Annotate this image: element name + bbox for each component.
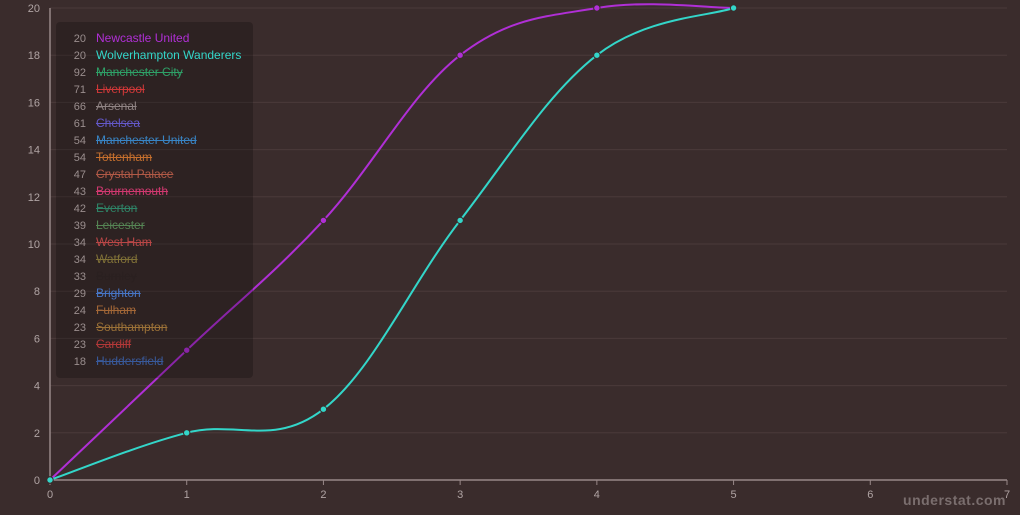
x-tick-label: 6 — [867, 489, 873, 501]
legend-item-value: 34 — [68, 235, 86, 251]
y-tick-label: 10 — [28, 239, 40, 251]
legend-item-label: Watford — [96, 251, 138, 267]
series-marker — [320, 406, 326, 412]
legend-item[interactable]: 39 Leicester — [68, 217, 241, 234]
legend-item-value: 47 — [68, 167, 86, 183]
legend-panel: 20 Newcastle United 20 Wolverhampton Wander… — [56, 22, 253, 378]
series-marker — [594, 5, 600, 11]
legend-item-label: Chelsea — [96, 115, 140, 131]
x-tick-label: 4 — [594, 489, 600, 501]
chart-container: 0246810121416182001234567 20Newcastle Un… — [0, 0, 1020, 515]
y-tick-label: 8 — [34, 286, 40, 298]
series-marker — [594, 52, 600, 58]
legend-item-label: Arsenal — [96, 98, 137, 114]
legend-item-value: 23 — [68, 337, 86, 353]
legend-item-value: 61 — [68, 116, 86, 132]
series-marker — [47, 477, 53, 483]
y-tick-label: 6 — [34, 333, 40, 345]
series-marker — [457, 52, 463, 58]
x-tick-label: 5 — [731, 489, 737, 501]
legend-item-value: 43 — [68, 184, 86, 200]
legend-item[interactable]: 54 Tottenham — [68, 149, 241, 166]
legend-item-value: 20 — [68, 31, 86, 47]
legend-item-label: Manchester City — [96, 64, 183, 80]
legend-item[interactable]: 20 Newcastle United — [68, 30, 241, 47]
x-tick-label: 1 — [184, 489, 190, 501]
legend-item-value: 42 — [68, 201, 86, 217]
legend-item[interactable]: 34 Watford — [68, 251, 241, 268]
legend-item-label: Tottenham — [96, 149, 152, 165]
legend-item-value: 71 — [68, 82, 86, 98]
legend-item-label: Leicester — [96, 217, 145, 233]
y-tick-label: 14 — [28, 145, 40, 157]
legend-item-label: Liverpool — [96, 81, 145, 97]
y-tick-label: 16 — [28, 97, 40, 109]
legend-item-value: 34 — [68, 252, 86, 268]
legend-item[interactable]: 34 West Ham — [68, 234, 241, 251]
legend-item-value: 33 — [68, 269, 86, 285]
y-tick-label: 2 — [34, 428, 40, 440]
y-tick-label: 12 — [28, 192, 40, 204]
watermark: understat.com — [903, 492, 1006, 508]
legend-item-label: Newcastle United — [96, 30, 189, 46]
legend-item-label: Wolverhampton Wanderers — [96, 47, 241, 63]
legend-item[interactable]: 43 Bournemouth — [68, 183, 241, 200]
y-tick-label: 0 — [34, 475, 40, 487]
legend-item-label: Bournemouth — [96, 183, 168, 199]
x-tick-label: 3 — [457, 489, 463, 501]
legend-item[interactable]: 92 Manchester City — [68, 64, 241, 81]
legend-item-label: Everton — [96, 200, 137, 216]
legend-item-label: Crystal Palace — [96, 166, 173, 182]
legend-item[interactable]: 61 Chelsea — [68, 115, 241, 132]
legend-item-label: Manchester United — [96, 132, 197, 148]
legend-item[interactable]: 33 Burnley — [68, 268, 241, 285]
x-tick-label: 0 — [47, 489, 53, 501]
legend-item-label: Fulham — [96, 302, 136, 318]
legend-item[interactable]: 29 Brighton — [68, 285, 241, 302]
legend-item-value: 29 — [68, 286, 86, 302]
series-marker — [457, 217, 463, 223]
legend-item-value: 20 — [68, 48, 86, 64]
legend-item-value: 39 — [68, 218, 86, 234]
legend-item[interactable]: 18 Huddersfield — [68, 353, 241, 370]
y-tick-label: 20 — [28, 3, 40, 15]
legend-item[interactable]: 23 Cardiff — [68, 336, 241, 353]
legend-item-label: Burnley — [96, 268, 137, 284]
legend-item[interactable]: 23 Southampton — [68, 319, 241, 336]
series-marker — [184, 430, 190, 436]
legend-item[interactable]: 71 Liverpool — [68, 81, 241, 98]
series-marker — [730, 5, 736, 11]
legend-item-value: 92 — [68, 65, 86, 81]
legend-item-label: Cardiff — [96, 336, 131, 352]
legend-item-label: Huddersfield — [96, 353, 163, 369]
y-tick-label: 18 — [28, 50, 40, 62]
legend-item-label: Southampton — [96, 319, 167, 335]
series-marker — [320, 217, 326, 223]
x-tick-label: 2 — [320, 489, 326, 501]
legend-item[interactable]: 54 Manchester United — [68, 132, 241, 149]
legend-item[interactable]: 20 Wolverhampton Wanderers — [68, 47, 241, 64]
legend-item-value: 24 — [68, 303, 86, 319]
legend-item-label: Brighton — [96, 285, 141, 301]
legend-item[interactable]: 47 Crystal Palace — [68, 166, 241, 183]
y-tick-label: 4 — [34, 381, 40, 393]
legend-item-value: 54 — [68, 150, 86, 166]
legend-item-value: 18 — [68, 354, 86, 370]
legend-item[interactable]: 66 Arsenal — [68, 98, 241, 115]
legend-item-value: 66 — [68, 99, 86, 115]
legend-item[interactable]: 42 Everton — [68, 200, 241, 217]
legend-item[interactable]: 24 Fulham — [68, 302, 241, 319]
legend-item-label: West Ham — [96, 234, 152, 250]
legend-item-value: 23 — [68, 320, 86, 336]
legend-item-value: 54 — [68, 133, 86, 149]
